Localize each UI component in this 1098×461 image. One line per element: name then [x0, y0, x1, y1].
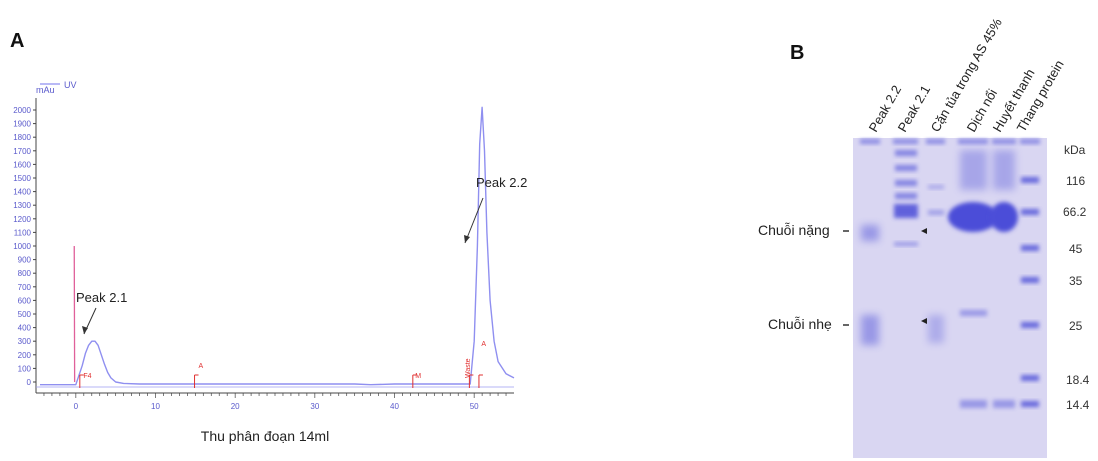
lane1-heavy-band	[861, 225, 879, 241]
ladder-band	[1021, 401, 1039, 407]
lane-label: Cặn tủa trong AS 45%	[928, 15, 1006, 134]
legend-uv: UV	[64, 80, 77, 90]
gel-well	[926, 139, 945, 144]
y-tick-label: 100	[18, 364, 32, 373]
uv-series-line	[40, 106, 515, 386]
kda-marker-116: 116	[1066, 174, 1086, 188]
lane3-band	[928, 185, 944, 189]
gel-well	[860, 139, 880, 144]
peak-label-2-1: Peak 2.1	[76, 290, 127, 305]
y-tick-label: 1500	[13, 174, 31, 183]
y-tick-label: 300	[18, 337, 32, 346]
y-tick-label: 200	[18, 351, 32, 360]
lane4-albumin-band	[948, 202, 998, 232]
y-tick-label: 2000	[13, 106, 31, 115]
kda-marker-45: 45	[1069, 242, 1083, 256]
y-tick-label: 400	[18, 324, 32, 333]
y-tick-label: 1600	[13, 160, 31, 169]
lane2-band	[895, 165, 917, 171]
y-tick-label: 900	[18, 256, 32, 265]
lane4-smear	[960, 150, 987, 190]
lane1-light-band	[861, 315, 879, 345]
y-tick-label: 1800	[13, 133, 31, 142]
light-chain-pointer	[921, 318, 927, 324]
light-chain-label: Chuỗi nhẹ	[768, 316, 832, 332]
ladder-band	[1021, 245, 1039, 251]
lane2-band	[895, 193, 917, 199]
y-tick-label: 700	[18, 283, 32, 292]
x-axis-label: Thu phân đoạn 14ml	[201, 428, 329, 444]
heavy-chain-label: Chuỗi nặng	[758, 222, 830, 238]
lane4-band	[960, 400, 987, 408]
ladder-band	[1021, 277, 1039, 283]
y-tick-label: 1000	[13, 242, 31, 251]
lane4-band	[960, 310, 987, 316]
x-tick-label: 40	[390, 402, 399, 411]
ladder-band	[1021, 209, 1039, 215]
fraction-mark-waste-label: Waste	[465, 358, 472, 378]
chart-axes: 0100200300400500600700800900100011001200…	[13, 98, 514, 411]
x-tick-label: 30	[310, 402, 319, 411]
gel-well	[958, 139, 988, 144]
heavy-chain-pointer	[921, 228, 927, 234]
kda-marker-25: 25	[1069, 319, 1083, 333]
peak-arrowhead-2-2	[464, 235, 470, 243]
fraction-mark-f4-label: F4	[83, 373, 91, 380]
gel-bands	[860, 139, 1040, 408]
y-tick-label: 500	[18, 310, 32, 319]
y-tick-label: 1100	[14, 228, 32, 237]
peak-label-2-2: Peak 2.2	[476, 175, 527, 190]
panel-a-letter: A	[10, 30, 25, 52]
gel-well	[992, 139, 1016, 144]
y-tick-label: 1300	[13, 201, 31, 210]
kda-marker-35: 35	[1069, 274, 1083, 288]
chart-series-group	[40, 106, 515, 386]
y-unit-label: mAu	[36, 85, 55, 95]
y-tick-label: 1900	[13, 120, 31, 129]
y-tick-label: 600	[18, 296, 32, 305]
lane5-albumin-band	[990, 202, 1018, 232]
x-tick-label: 0	[74, 402, 79, 411]
gel-background	[853, 138, 1047, 458]
kda-marker-14-4: 14.4	[1066, 398, 1090, 412]
lane5-smear	[993, 150, 1015, 190]
lane2-band-main	[894, 204, 918, 218]
fraction-marks: F4 A M Waste A	[79, 341, 486, 388]
y-tick-label: 1200	[13, 215, 31, 224]
y-tick-label: 1400	[13, 188, 31, 197]
y-tick-label: 800	[18, 269, 32, 278]
fraction-mark-m-label: M	[415, 373, 421, 380]
fraction-mark-a-label: A	[199, 363, 204, 370]
x-tick-label: 20	[231, 402, 240, 411]
gel-well	[893, 139, 918, 144]
y-tick-label: 1700	[13, 147, 31, 156]
x-tick-label: 10	[151, 402, 160, 411]
lane3-light	[928, 315, 944, 343]
y-tick-label: 0	[27, 378, 32, 387]
ladder-band	[1021, 375, 1039, 381]
lane2-band	[895, 180, 917, 186]
gel-well	[1020, 139, 1040, 144]
kda-unit-label: kDa	[1064, 143, 1086, 157]
lane2-band-low	[894, 242, 918, 246]
kda-marker-66-2: 66.2	[1063, 205, 1087, 219]
x-tick-label: 50	[470, 402, 479, 411]
fraction-mark-a2-label: A	[481, 341, 486, 348]
ladder-band	[1021, 322, 1039, 328]
panel-b-letter: B	[790, 42, 805, 64]
lane3-band	[928, 210, 944, 215]
ladder-band	[1021, 177, 1039, 183]
peak-arrow-2-2	[464, 197, 484, 244]
kda-marker-18-4: 18.4	[1066, 373, 1090, 387]
peak-arrowhead-2-1	[82, 326, 88, 334]
lane2-band	[895, 150, 917, 156]
lane5-band	[993, 400, 1015, 408]
chromatogram-chart: 0100200300400500600700800900100011001200…	[13, 80, 527, 444]
